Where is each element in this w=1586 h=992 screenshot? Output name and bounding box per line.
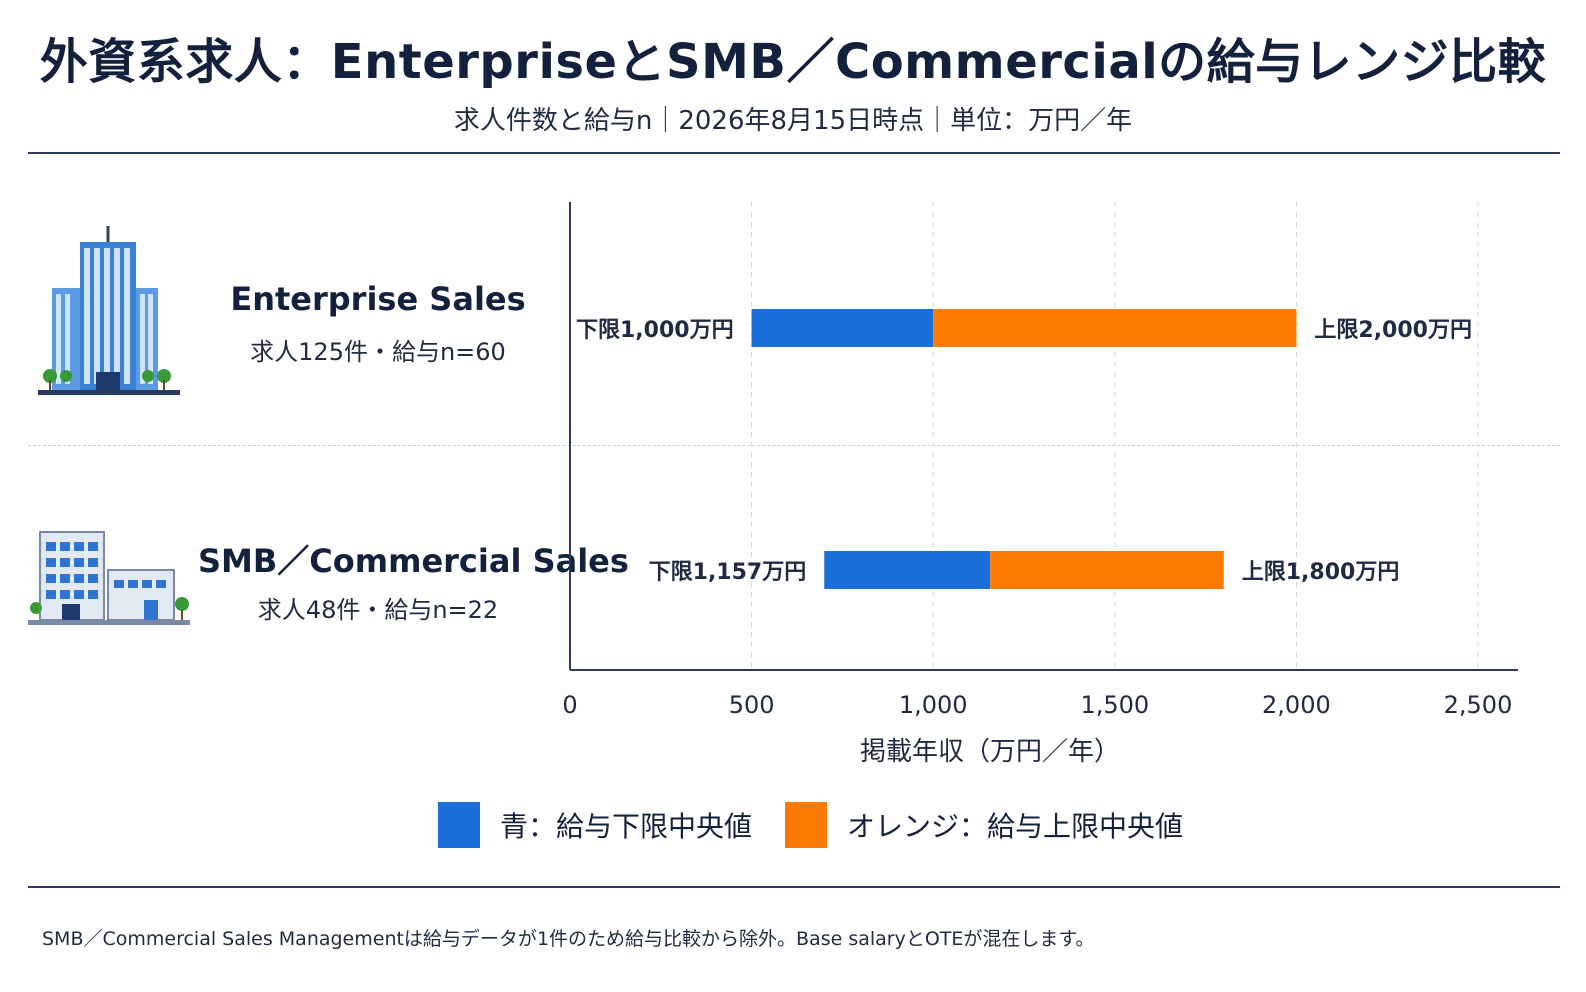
data-label-high: 上限2,000万円 <box>1314 318 1472 343</box>
bar-low <box>824 551 991 589</box>
x-tick-label: 1,500 <box>1080 691 1149 719</box>
x-tick-label: 2,000 <box>1262 691 1331 719</box>
legend-label-low: 青：給与下限中央値 <box>500 810 753 843</box>
salary-range-chart: 0 500 1,000 1,500 2,000 2,500 掲載年収（万円／年） 下限1,00… <box>562 202 1518 767</box>
legend-item-high: オレンジ：給与上限中央値 <box>785 802 1183 848</box>
category-name-smb: SMB／Commercial Sales <box>198 542 629 580</box>
data-label-high: 上限1,800万円 <box>1242 560 1400 585</box>
row-separator <box>28 445 1560 446</box>
bar-low <box>751 309 934 347</box>
x-tick-label: 2,500 <box>1444 691 1513 719</box>
office-building-icon <box>28 531 190 625</box>
legend-swatch-low <box>438 802 480 848</box>
legend-swatch-high <box>785 802 827 848</box>
legend-label-high: オレンジ：給与上限中央値 <box>847 810 1184 843</box>
x-tick-label: 1,000 <box>899 691 968 719</box>
category-meta-smb: 求人48件・給与n=22 <box>257 596 499 624</box>
top-divider <box>28 152 1560 154</box>
bar-high <box>990 551 1224 589</box>
footnote: SMB／Commercial Sales Managementは給与データが1件… <box>42 928 1095 950</box>
office-tower-icon <box>38 226 180 395</box>
bar-high <box>933 309 1297 347</box>
data-label-low: 下限1,000万円 <box>576 318 734 343</box>
x-axis-title: 掲載年収（万円／年） <box>860 737 1120 767</box>
x-tick-label: 500 <box>729 691 775 719</box>
x-tick-label: 0 <box>562 691 577 719</box>
data-label-low: 下限1,157万円 <box>649 560 807 585</box>
category-name-enterprise: Enterprise Sales <box>230 280 526 318</box>
category-meta-enterprise: 求人125件・給与n=60 <box>250 338 506 366</box>
bottom-divider <box>28 886 1560 888</box>
legend-item-low: 青：給与下限中央値 <box>438 802 752 848</box>
page-subtitle: 求人件数と給与n｜2026年8月15日時点｜単位：万円／年 <box>453 106 1133 136</box>
page-title: 外資系求人：EnterpriseとSMB／Commercialの給与レンジ比較 <box>39 34 1547 90</box>
